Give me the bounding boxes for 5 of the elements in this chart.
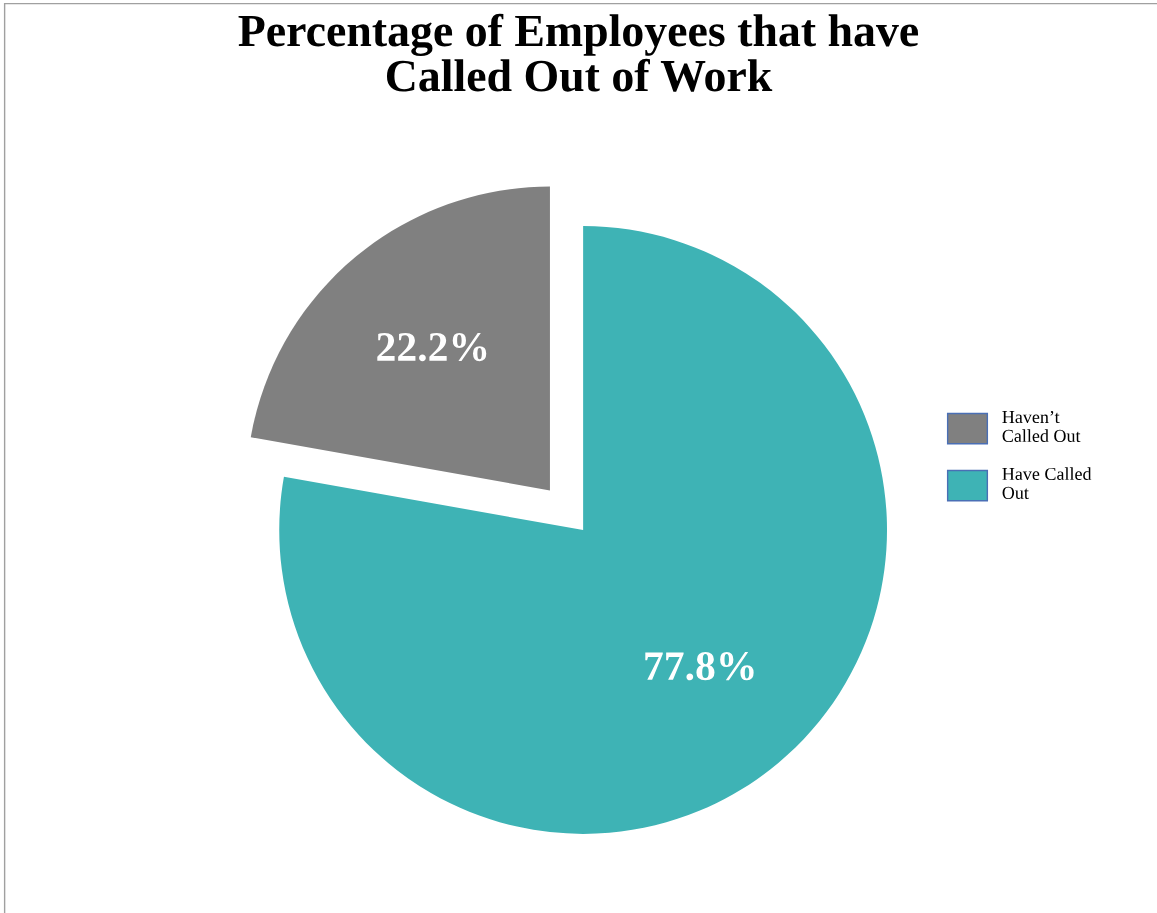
data-label: 22.2% [377, 332, 487, 362]
data-label: 77.8% [645, 652, 754, 681]
chart-title: Percentage of Employees that have Called Out of Work [238, 13, 919, 92]
legend-label: Haven’t Called Out [1002, 410, 1081, 442]
legend-label: Have Called Out [1002, 467, 1092, 499]
